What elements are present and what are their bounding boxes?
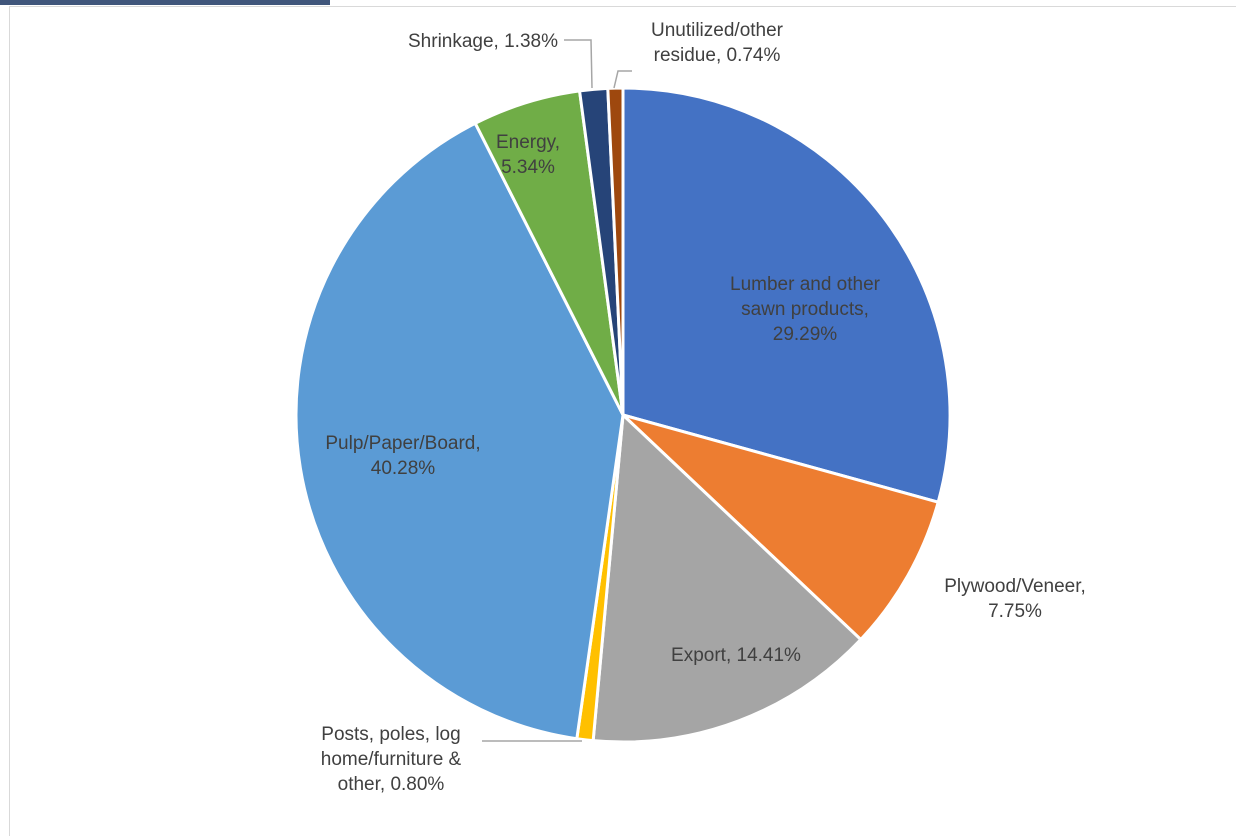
clipped-title-strip (0, 0, 330, 5)
leader-lines (482, 39, 632, 742)
pie-slice-lumber-and-other-sawn-products (621, 86, 952, 504)
pie-slice-unutilized-other-residue (606, 86, 625, 417)
slice-label-posts-poles-log-home-furniture-other: Posts, poles, log home/furniture & other, … (321, 724, 462, 795)
slice-label-shrinkage: Shrinkage, 1.38% (408, 31, 558, 52)
slice-label-plywood-veneer: Plywood/Veneer, 7.75% (944, 576, 1086, 622)
slice-label-pulp-paper-board: Pulp/Paper/Board, 40.28% (325, 433, 480, 479)
leader-line-unutilized-other-residue (613, 70, 632, 89)
slice-label-lumber-and-other-sawn-products: Lumber and other sawn products, 29.29% (730, 274, 881, 345)
leader-line-shrinkage (564, 39, 593, 89)
pie-slice-plywood-veneer (621, 413, 940, 642)
slice-labels: Lumber and other sawn products, 29.29% Plyw… (321, 20, 1086, 795)
slice-label-energy: Energy, 5.34% (496, 132, 560, 178)
chart-frame (9, 6, 1236, 836)
pie-slice-export (591, 413, 863, 744)
pie-slice-pulp-paper-board (294, 121, 625, 741)
slice-label-export: Export, 14.41% (671, 645, 801, 666)
pie-slices (294, 86, 952, 744)
slice-label-unutilized-other-residue: Unutilized/other residue, 0.74% (651, 20, 784, 66)
